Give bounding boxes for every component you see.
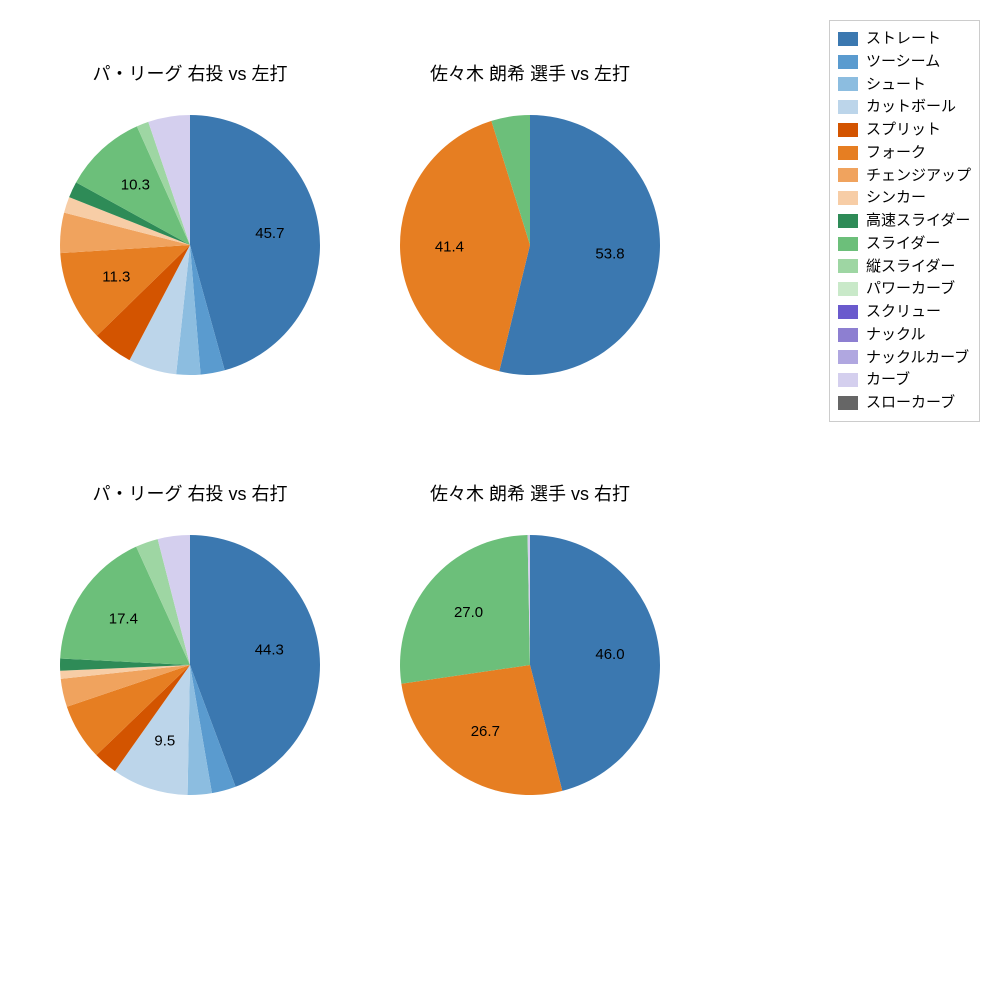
legend-swatch [838, 100, 858, 114]
legend-swatch [838, 123, 858, 137]
legend: ストレートツーシームシュートカットボールスプリットフォークチェンジアップシンカー… [829, 20, 980, 422]
legend-item: ストレート [838, 28, 971, 50]
legend-item: パワーカーブ [838, 278, 971, 300]
legend-label: カットボール [866, 96, 956, 118]
slice-value-label: 10.3 [121, 177, 150, 194]
legend-item: フォーク [838, 142, 971, 164]
legend-swatch [838, 328, 858, 342]
pie-chart: パ・リーグ 右投 vs 左打 45.7 11.3 10.3 [50, 60, 330, 385]
legend-swatch [838, 32, 858, 46]
legend-label: シンカー [866, 187, 926, 209]
legend-swatch [838, 396, 858, 410]
slice-value-label: 44.3 [255, 642, 284, 659]
legend-label: ツーシーム [866, 51, 940, 73]
legend-item: チェンジアップ [838, 165, 971, 187]
legend-item: カットボール [838, 96, 971, 118]
legend-item: カーブ [838, 369, 971, 391]
legend-item: スクリュー [838, 301, 971, 323]
slice-value-label: 27.0 [454, 604, 483, 621]
chart-title: パ・リーグ 右投 vs 左打 [50, 60, 330, 86]
legend-swatch [838, 55, 858, 69]
legend-label: スライダー [866, 233, 940, 255]
legend-label: フォーク [866, 142, 926, 164]
legend-swatch [838, 305, 858, 319]
pie-chart: 佐々木 朗希 選手 vs 左打 53.8 41.4 [390, 60, 670, 385]
slice-value-label: 17.4 [109, 611, 138, 628]
legend-label: スクリュー [866, 301, 941, 323]
legend-label: カーブ [866, 369, 910, 391]
legend-swatch [838, 191, 858, 205]
legend-label: チェンジアップ [866, 165, 971, 187]
pie-svg: 53.8 41.4 [390, 105, 670, 385]
legend-item: スローカーブ [838, 392, 971, 414]
legend-swatch [838, 350, 858, 364]
chart-title: 佐々木 朗希 選手 vs 右打 [390, 480, 670, 506]
legend-swatch [838, 77, 858, 91]
slice-value-label: 45.7 [255, 225, 284, 242]
slice-value-label: 46.0 [595, 646, 624, 663]
legend-item: ナックル [838, 324, 971, 346]
slice-value-label: 26.7 [471, 723, 500, 740]
legend-label: 高速スライダー [866, 210, 970, 232]
slice-value-label: 11.3 [102, 269, 130, 286]
legend-item: スライダー [838, 233, 971, 255]
legend-item: シンカー [838, 187, 971, 209]
legend-item: シュート [838, 74, 971, 96]
pie-svg: 45.7 11.3 10.3 [50, 105, 330, 385]
legend-item: ナックルカーブ [838, 347, 971, 369]
slice-value-label: 53.8 [595, 246, 624, 263]
legend-swatch [838, 168, 858, 182]
legend-swatch [838, 259, 858, 273]
legend-swatch [838, 214, 858, 228]
legend-swatch [838, 282, 858, 296]
slice-value-label: 41.4 [435, 239, 464, 256]
legend-label: 縦スライダー [866, 256, 955, 278]
pie-svg: 44.3 9.5 17.4 [50, 525, 330, 805]
legend-label: ナックル [866, 324, 926, 346]
legend-item: スプリット [838, 119, 971, 141]
legend-label: スローカーブ [866, 392, 955, 414]
legend-label: シュート [866, 74, 926, 96]
legend-label: ストレート [866, 28, 941, 50]
legend-item: 高速スライダー [838, 210, 971, 232]
pie-svg: 46.0 26.7 27.0 [390, 525, 670, 805]
legend-item: ツーシーム [838, 51, 971, 73]
legend-label: ナックルカーブ [866, 347, 969, 369]
chart-title: 佐々木 朗希 選手 vs 左打 [390, 60, 670, 86]
chart-title: パ・リーグ 右投 vs 右打 [50, 480, 330, 506]
legend-label: パワーカーブ [866, 278, 955, 300]
legend-swatch [838, 237, 858, 251]
legend-item: 縦スライダー [838, 256, 971, 278]
slice-value-label: 9.5 [154, 733, 175, 750]
pie-chart: パ・リーグ 右投 vs 右打 44.3 9.5 17.4 [50, 480, 330, 805]
legend-label: スプリット [866, 119, 941, 141]
legend-swatch [838, 146, 858, 160]
legend-swatch [838, 373, 858, 387]
pie-chart: 佐々木 朗希 選手 vs 右打 46.0 26.7 27.0 [390, 480, 670, 805]
